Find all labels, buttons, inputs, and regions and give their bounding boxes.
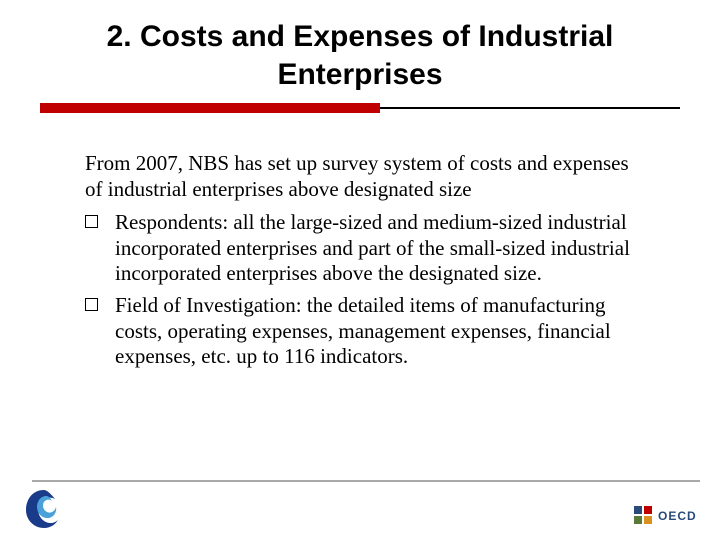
slide-title: 2. Costs and Expenses of Industrial Ente… bbox=[40, 18, 680, 93]
content-area: From 2007, NBS has set up survey system … bbox=[40, 151, 680, 370]
square-bullet-icon bbox=[85, 215, 98, 228]
rule-thick-accent bbox=[40, 103, 380, 113]
title-rule bbox=[40, 103, 680, 117]
oecd-logo-icon: OECD bbox=[628, 496, 708, 528]
intro-paragraph: From 2007, NBS has set up survey system … bbox=[85, 151, 650, 202]
oecd-text: OECD bbox=[658, 509, 697, 523]
bullet-text: Field of Investigation: the detailed ite… bbox=[115, 293, 611, 368]
list-item: Field of Investigation: the detailed ite… bbox=[85, 293, 650, 370]
bullet-text: Respondents: all the large-sized and med… bbox=[115, 210, 630, 285]
swirl-logo-icon bbox=[22, 486, 66, 530]
square-bullet-icon bbox=[85, 298, 98, 311]
slide: 2. Costs and Expenses of Industrial Ente… bbox=[0, 0, 720, 540]
list-item: Respondents: all the large-sized and med… bbox=[85, 210, 650, 287]
bullet-list: Respondents: all the large-sized and med… bbox=[85, 210, 650, 370]
footer-divider bbox=[32, 480, 700, 482]
